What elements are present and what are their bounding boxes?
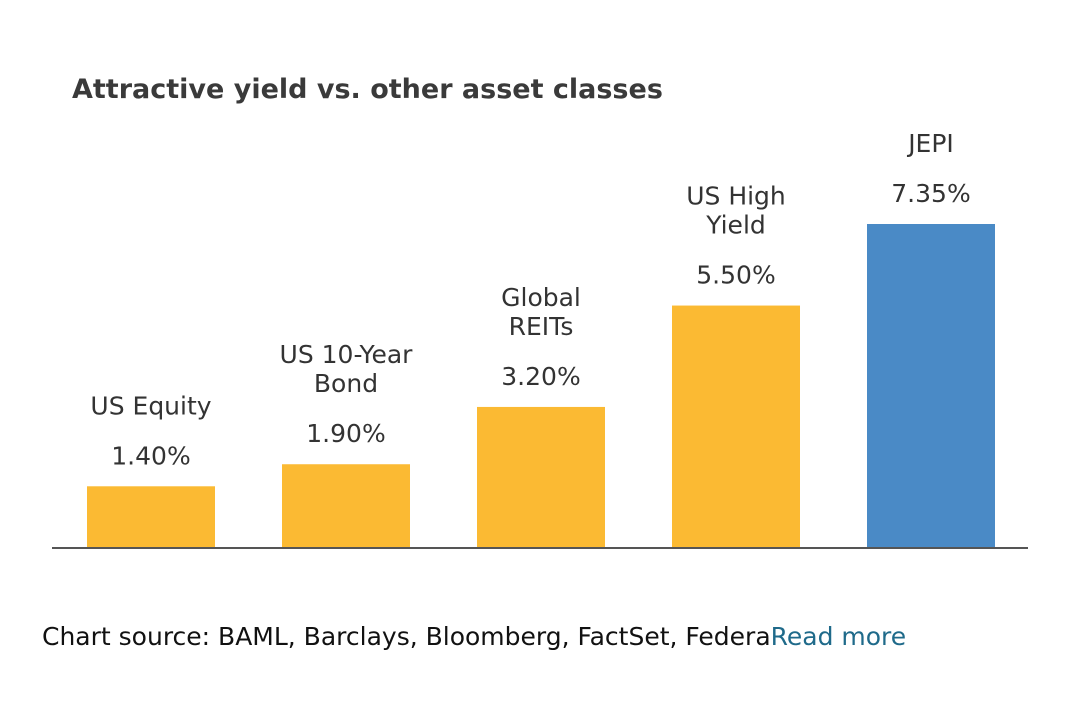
bar-global-reits	[477, 406, 605, 548]
value-label-global-reits: 3.20%	[501, 362, 580, 391]
category-label-jepi: JEPI	[906, 129, 954, 158]
chart-source-footer: Chart source: BAML, Barclays, Bloomberg,…	[42, 622, 906, 651]
category-label-global-reits-line-1: Global	[501, 283, 581, 312]
chart-title: Attractive yield vs. other asset classes	[72, 74, 663, 105]
value-label-us-equity: 1.40%	[111, 441, 190, 470]
category-label-global-reits-line-2: REITs	[509, 312, 574, 341]
chart-source-text: Chart source: BAML, Barclays, Bloomberg,…	[42, 622, 771, 651]
value-label-jepi: 7.35%	[891, 179, 970, 208]
category-label-us-high-yield-line-1: US High	[686, 182, 786, 211]
read-more-link[interactable]: Read more	[770, 622, 907, 651]
bar-us-equity	[87, 486, 215, 548]
category-label-us-high-yield-line-2: Yield	[705, 211, 766, 240]
bar-us-high-yield	[672, 305, 800, 548]
category-label-us-equity: US Equity	[90, 391, 211, 420]
bar-chart: Attractive yield vs. other asset classes…	[52, 74, 1028, 549]
value-label-us-10-year-bond: 1.90%	[306, 419, 385, 448]
bar-us-10-year-bond	[282, 464, 410, 548]
category-label-us-10-year-bond-line-2: Bond	[314, 369, 378, 398]
value-label-us-high-yield: 5.50%	[696, 261, 775, 290]
category-label-us-10-year-bond-line-1: US 10-Year	[280, 340, 414, 369]
bar-jepi	[867, 224, 995, 548]
